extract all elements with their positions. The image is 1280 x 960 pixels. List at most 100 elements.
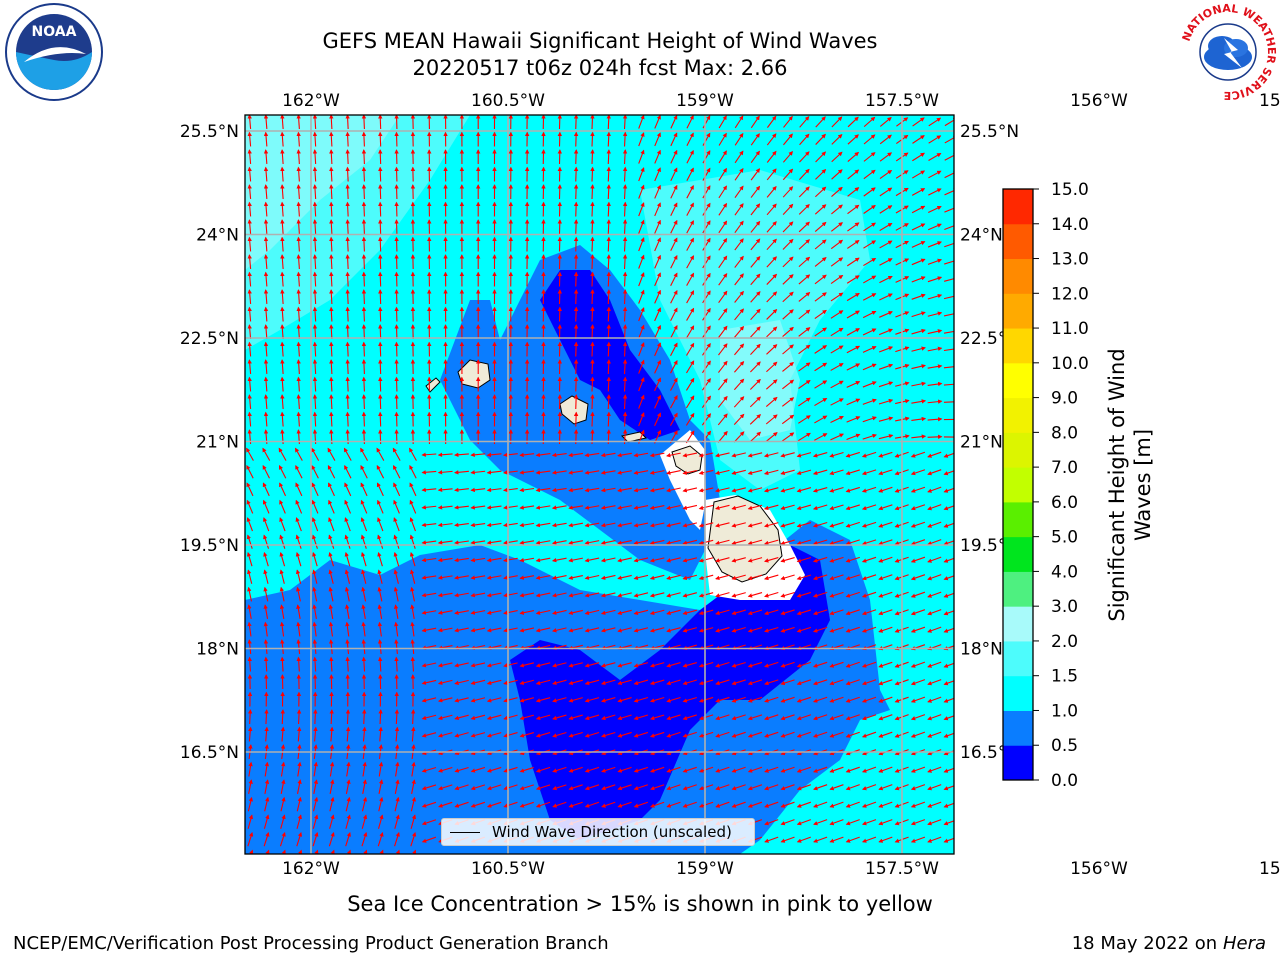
wave-arrow <box>649 504 665 510</box>
wave-arrow <box>600 522 616 528</box>
wave-arrow <box>666 487 681 493</box>
wave-arrow <box>814 257 827 267</box>
wave-arrow <box>295 464 303 479</box>
wave-arrow <box>734 185 744 199</box>
wave-arrow <box>343 447 352 461</box>
wave-arrow <box>670 360 678 374</box>
wave-arrow <box>798 855 811 860</box>
wave-arrow <box>749 414 761 425</box>
wave-arrow <box>409 447 417 461</box>
wave-arrow <box>782 274 794 285</box>
wave-arrow <box>606 359 611 375</box>
colorbar-segment <box>1003 293 1033 329</box>
wave-arrow <box>622 254 628 270</box>
wave-arrow <box>814 204 827 215</box>
wave-arrow <box>682 487 698 493</box>
wave-arrow <box>296 376 301 392</box>
colorbar-segment <box>1003 189 1033 225</box>
wave-arrow <box>670 307 678 321</box>
wave-arrow <box>766 150 777 163</box>
wave-arrow <box>345 394 350 410</box>
wave-arrow <box>927 223 942 231</box>
wave-arrow <box>670 377 678 391</box>
wave-arrow <box>329 359 334 375</box>
wave-arrow <box>263 166 269 182</box>
wave-arrow <box>780 452 795 458</box>
wave-arrow <box>686 185 694 199</box>
wave-arrow <box>731 487 746 493</box>
wave-arrow <box>928 206 942 213</box>
wave-arrow <box>327 447 336 461</box>
wave-arrow <box>911 364 926 370</box>
wave-arrow <box>717 378 728 391</box>
wave-arrow <box>378 236 383 252</box>
wave-arrow <box>312 115 318 130</box>
wave-arrow <box>814 292 827 302</box>
wave-arrow <box>797 432 811 442</box>
wave-arrow <box>829 451 844 458</box>
wave-arrow <box>862 310 877 319</box>
colorbar-segment <box>1003 501 1033 538</box>
wave-arrow <box>606 149 611 165</box>
wave-arrow <box>638 359 645 374</box>
wave-arrow <box>345 376 350 392</box>
wave-arrow <box>944 223 954 230</box>
wave-arrow <box>329 324 334 340</box>
wave-arrow <box>378 341 383 357</box>
wave-arrow <box>944 135 954 144</box>
wave-arrow <box>814 309 827 320</box>
wave-arrow <box>329 166 334 182</box>
wave-arrow <box>649 452 665 458</box>
wave-arrow <box>845 469 860 476</box>
colorbar-tick-label: 12.0 <box>1051 284 1089 304</box>
wave-arrow <box>590 149 595 165</box>
wave-arrow <box>296 201 301 217</box>
wave-arrow <box>702 307 711 321</box>
wave-arrow <box>247 376 252 392</box>
wave-arrow <box>361 359 367 375</box>
wave-arrow <box>638 324 645 339</box>
wave-arrow <box>766 115 777 128</box>
wave-arrow <box>590 219 595 235</box>
wave-arrow <box>622 219 628 235</box>
wave-arrow <box>782 256 794 268</box>
wave-arrow <box>765 432 778 442</box>
wave-arrow <box>766 256 777 268</box>
colorbar-tick-label: 0.5 <box>1051 736 1078 756</box>
wave-arrow <box>280 236 285 252</box>
wave-arrow <box>393 517 400 532</box>
wave-arrow <box>590 166 595 182</box>
wave-arrow <box>814 362 828 372</box>
wave-arrow <box>263 306 269 322</box>
wave-arrow <box>345 219 350 235</box>
wave-arrow <box>814 433 828 441</box>
wave-arrow <box>393 482 401 497</box>
lat-tick-right: 21°N <box>960 433 1003 453</box>
wave-arrow <box>911 241 926 248</box>
colorbar-tick-label: 3.0 <box>1051 597 1078 617</box>
wave-arrow <box>568 470 584 475</box>
wave-arrow <box>863 187 876 197</box>
colorbar-segment <box>1003 675 1033 711</box>
wave-arrow <box>943 401 954 403</box>
wave-arrow <box>535 522 551 528</box>
wave-arrow <box>715 487 730 493</box>
wave-arrow <box>584 522 600 528</box>
wave-arrow <box>910 486 926 493</box>
wave-arrow <box>654 412 661 427</box>
wave-arrow <box>649 470 665 475</box>
wave-arrow <box>701 395 711 409</box>
wave-arrow <box>911 311 926 318</box>
wave-arrow <box>553 855 566 860</box>
wave-arrow <box>377 499 384 514</box>
wave-arrow <box>329 376 334 392</box>
wave-arrow <box>686 360 695 374</box>
wave-arrow <box>829 486 844 493</box>
wave-arrow <box>638 237 645 252</box>
wave-arrow <box>421 522 437 528</box>
wave-arrow <box>296 254 301 270</box>
wave-arrow <box>586 855 599 860</box>
wave-arrow <box>927 381 943 387</box>
wave-arrow <box>878 469 893 476</box>
wave-arrow <box>911 258 926 266</box>
